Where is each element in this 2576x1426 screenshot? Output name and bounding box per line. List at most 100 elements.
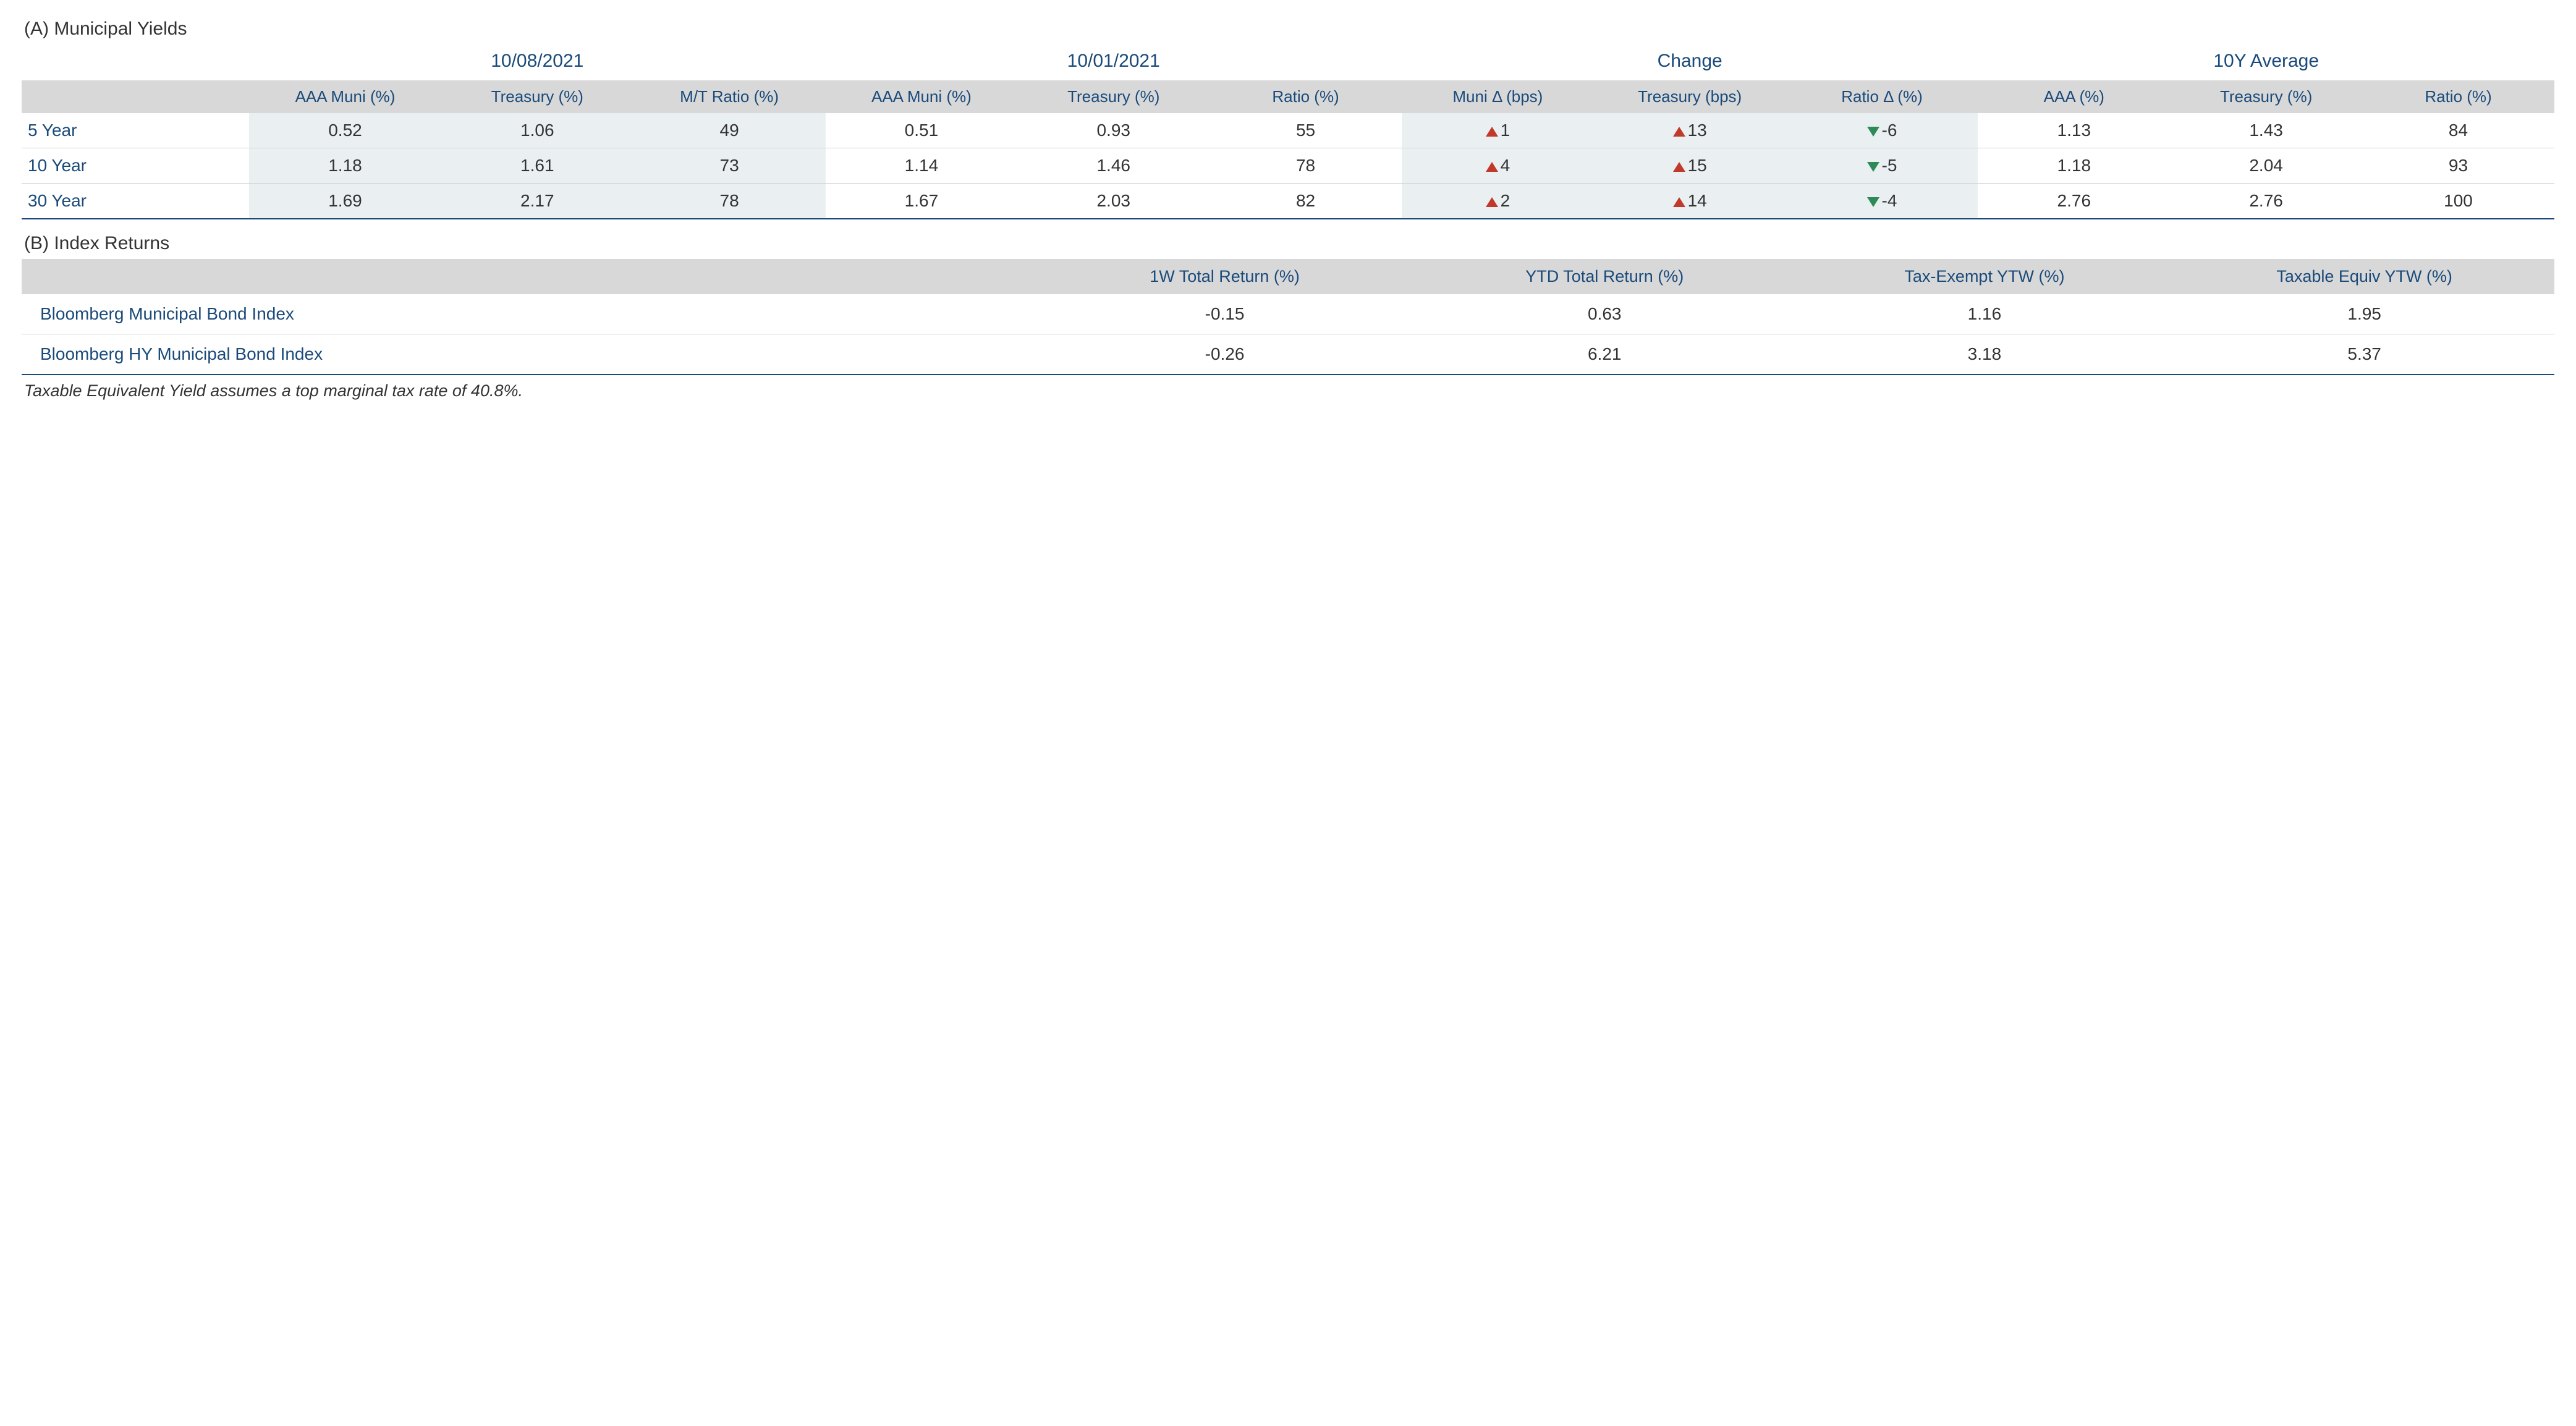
col-header: Muni Δ (bps) — [1402, 80, 1594, 113]
table-b-column-row: 1W Total Return (%) YTD Total Return (%)… — [22, 259, 2554, 295]
change-cell: 15 — [1594, 148, 1786, 183]
col-header: M/T Ratio (%) — [633, 80, 826, 113]
table-row: Bloomberg HY Municipal Bond Index-0.266.… — [22, 334, 2554, 375]
row-label: 5 Year — [22, 113, 249, 148]
data-cell: 55 — [1210, 113, 1402, 148]
data-cell: 49 — [633, 113, 826, 148]
change-value: 1 — [1501, 121, 1510, 140]
col-header: AAA (%) — [1978, 80, 2170, 113]
change-value: -4 — [1882, 191, 1897, 210]
blank-cell — [22, 45, 249, 80]
group-header: 10/08/2021 — [249, 45, 825, 80]
data-cell: 78 — [633, 183, 826, 219]
col-header: Treasury (%) — [441, 80, 633, 113]
footnote: Taxable Equivalent Yield assumes a top m… — [24, 381, 2554, 401]
data-cell: 1.18 — [1978, 148, 2170, 183]
data-cell: 1.13 — [1978, 113, 2170, 148]
row-label: Bloomberg Municipal Bond Index — [22, 294, 1035, 334]
col-header: Treasury (%) — [1017, 80, 1210, 113]
col-header: AAA Muni (%) — [826, 80, 1018, 113]
col-header: 1W Total Return (%) — [1035, 259, 1415, 295]
data-cell: 93 — [2362, 148, 2554, 183]
table-b-body: Bloomberg Municipal Bond Index-0.150.631… — [22, 294, 2554, 375]
data-cell: 1.43 — [2170, 113, 2362, 148]
change-cell: -4 — [1786, 183, 1978, 219]
data-cell: -0.26 — [1035, 334, 1415, 375]
data-cell: 73 — [633, 148, 826, 183]
data-cell: 0.63 — [1415, 294, 1795, 334]
table-a-column-row: AAA Muni (%) Treasury (%) M/T Ratio (%) … — [22, 80, 2554, 113]
municipal-yields-table: 10/08/2021 10/01/2021 Change 10Y Average… — [22, 45, 2554, 219]
col-header: AAA Muni (%) — [249, 80, 441, 113]
data-cell: -0.15 — [1035, 294, 1415, 334]
data-cell: 6.21 — [1415, 334, 1795, 375]
change-cell: -6 — [1786, 113, 1978, 148]
col-header: Ratio (%) — [1210, 80, 1402, 113]
blank-cell — [22, 80, 249, 113]
data-cell: 1.18 — [249, 148, 441, 183]
data-cell: 1.16 — [1795, 294, 2175, 334]
data-cell: 1.06 — [441, 113, 633, 148]
triangle-up-icon — [1673, 162, 1685, 172]
data-cell: 0.51 — [826, 113, 1018, 148]
table-a-body: 5 Year0.521.06490.510.9355113-61.131.438… — [22, 113, 2554, 219]
data-cell: 1.67 — [826, 183, 1018, 219]
data-cell: 84 — [2362, 113, 2554, 148]
change-value: 14 — [1688, 191, 1707, 210]
change-value: 13 — [1688, 121, 1707, 140]
triangle-down-icon — [1867, 127, 1879, 137]
change-value: -5 — [1882, 156, 1897, 175]
section-a-title: (A) Municipal Yields — [24, 19, 2554, 40]
table-row: Bloomberg Municipal Bond Index-0.150.631… — [22, 294, 2554, 334]
data-cell: 0.52 — [249, 113, 441, 148]
change-value: 4 — [1501, 156, 1510, 175]
data-cell: 1.14 — [826, 148, 1018, 183]
change-cell: 13 — [1594, 113, 1786, 148]
row-label: 30 Year — [22, 183, 249, 219]
data-cell: 100 — [2362, 183, 2554, 219]
data-cell: 3.18 — [1795, 334, 2175, 375]
change-cell: -5 — [1786, 148, 1978, 183]
triangle-down-icon — [1867, 162, 1879, 172]
group-header: Change — [1402, 45, 1978, 80]
data-cell: 0.93 — [1017, 113, 1210, 148]
col-header: Tax-Exempt YTW (%) — [1795, 259, 2175, 295]
change-value: 15 — [1688, 156, 1707, 175]
data-cell: 1.46 — [1017, 148, 1210, 183]
triangle-up-icon — [1486, 127, 1498, 137]
data-cell: 2.17 — [441, 183, 633, 219]
table-row: 10 Year1.181.61731.141.4678415-51.182.04… — [22, 148, 2554, 183]
col-header: YTD Total Return (%) — [1415, 259, 1795, 295]
table-a-group-row: 10/08/2021 10/01/2021 Change 10Y Average — [22, 45, 2554, 80]
triangle-up-icon — [1486, 197, 1498, 207]
data-cell: 2.76 — [2170, 183, 2362, 219]
col-header: Ratio Δ (%) — [1786, 80, 1978, 113]
data-cell: 82 — [1210, 183, 1402, 219]
change-cell: 14 — [1594, 183, 1786, 219]
row-label: 10 Year — [22, 148, 249, 183]
group-header: 10Y Average — [1978, 45, 2554, 80]
index-returns-table: 1W Total Return (%) YTD Total Return (%)… — [22, 259, 2554, 376]
blank-cell — [22, 259, 1035, 295]
col-header: Ratio (%) — [2362, 80, 2554, 113]
data-cell: 1.61 — [441, 148, 633, 183]
data-cell: 78 — [1210, 148, 1402, 183]
data-cell: 1.69 — [249, 183, 441, 219]
triangle-down-icon — [1867, 197, 1879, 207]
data-cell: 5.37 — [2174, 334, 2554, 375]
change-cell: 4 — [1402, 148, 1594, 183]
change-value: -6 — [1882, 121, 1897, 140]
change-cell: 1 — [1402, 113, 1594, 148]
data-cell: 2.76 — [1978, 183, 2170, 219]
triangle-up-icon — [1673, 197, 1685, 207]
row-label: Bloomberg HY Municipal Bond Index — [22, 334, 1035, 375]
section-b-title: (B) Index Returns — [24, 233, 2554, 254]
group-header: 10/01/2021 — [826, 45, 1402, 80]
col-header: Treasury (bps) — [1594, 80, 1786, 113]
triangle-up-icon — [1486, 162, 1498, 172]
col-header: Treasury (%) — [2170, 80, 2362, 113]
change-value: 2 — [1501, 191, 1510, 210]
data-cell: 1.95 — [2174, 294, 2554, 334]
change-cell: 2 — [1402, 183, 1594, 219]
table-row: 5 Year0.521.06490.510.9355 1 13 -6 1.131.438… — [22, 113, 2554, 148]
